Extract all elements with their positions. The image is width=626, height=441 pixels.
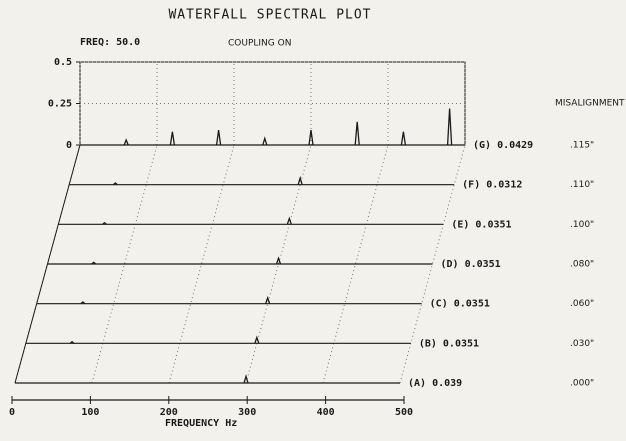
trace-label: (C) 0.0351 [430,299,490,310]
spectral-peak [446,108,453,146]
spectral-peak [215,129,222,146]
trace-label: (B) 0.0351 [419,338,479,349]
misalignment-label: .080" [570,260,594,270]
spectral-peak [254,335,260,344]
spectral-peak [308,129,314,146]
spectral-peak [400,131,407,146]
spectral-peak [262,136,268,146]
x-tick-label: 400 [317,407,335,418]
x-tick-label: 500 [395,407,413,418]
misalignment-label: .100" [570,220,594,230]
x-tick-label: 100 [81,407,99,418]
misalignment-label: .115" [570,141,594,151]
misalignment-label: .000" [570,379,594,389]
spectral-peak [69,340,75,344]
misalignment-label: .030" [570,339,594,349]
spectral-peak [123,138,129,146]
spectral-peak [169,131,176,146]
trace-label: (A) 0.039 [408,378,462,389]
x-axis-label: FREQUENCY Hz [165,418,237,429]
spectral-peak [275,256,282,265]
spectral-peak [112,182,118,186]
spectral-peak [80,301,86,305]
spectral-peak [297,175,303,185]
x-tick-label: 200 [160,407,178,418]
trace-label: (E) 0.0351 [451,219,511,230]
trace-label: (G) 0.0429 [473,140,533,151]
spectral-peak [91,261,97,265]
y-tick-label: 0 [66,140,72,151]
y-tick-label: 0.25 [48,99,72,110]
x-tick-label: 300 [238,407,256,418]
x-tick-label: 0 [9,407,15,418]
freq-annotation: FREQ: 50.0 [80,37,140,48]
y-tick-label: 0.5 [54,57,72,68]
chart-title: WATERFALL SPECTRAL PLOT [168,8,371,23]
spectral-peak [102,221,107,225]
trace-label: (D) 0.0351 [441,259,501,270]
spectral-peak [265,295,271,304]
trace-label: (F) 0.0312 [462,180,522,191]
legend-title: MISALIGNMENT [555,99,625,109]
spectral-peak [243,374,249,384]
misalignment-label: .110" [570,180,594,190]
coupling-annotation: COUPLING ON [228,39,291,49]
misalignment-label: .060" [570,299,594,309]
spectral-peak [286,216,292,225]
spectral-peak [354,121,360,146]
